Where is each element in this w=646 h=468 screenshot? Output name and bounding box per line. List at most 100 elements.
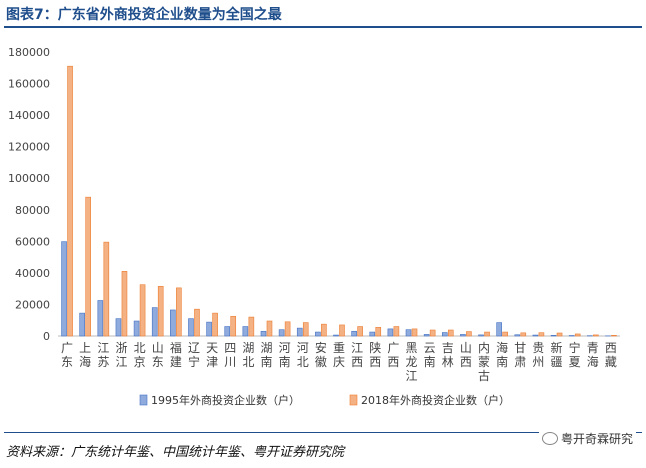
bar-1995 (170, 309, 176, 337)
x-tick-label: 内 (478, 341, 490, 355)
x-tick-label: 西 (369, 355, 381, 369)
bar-2018 (176, 287, 182, 337)
bar-2018 (466, 331, 472, 337)
legend-swatch (139, 394, 148, 406)
x-tick-label: 西 (351, 355, 363, 369)
x-tick-label: 山 (460, 341, 472, 355)
bar-2018 (502, 331, 508, 337)
bar-1995 (315, 331, 321, 337)
footer-divider (4, 432, 642, 433)
bar-1995 (224, 326, 231, 337)
bar-2018 (484, 331, 490, 337)
bar-2018 (284, 321, 291, 337)
bar-2018 (393, 326, 400, 337)
bar-2018 (375, 327, 382, 337)
bar-2018 (67, 65, 73, 337)
x-tick-label: 州 (532, 355, 544, 369)
bar-1995 (242, 326, 249, 337)
bar-1995 (97, 300, 104, 337)
x-tick-label: 安 (315, 340, 327, 355)
bar-2018 (121, 271, 128, 337)
x-tick-label: 西 (460, 355, 472, 369)
bar-chart: 0 20000 40000 60000 80000 100000 120000 140000 1… (8, 46, 620, 407)
x-tick-label: 福 (170, 340, 182, 355)
chart-title: 图表7：广东省外商投资企业数量为全国之最 (6, 7, 282, 23)
bar-1995 (532, 334, 539, 337)
x-tick-label: 天 (206, 341, 218, 355)
bar-2018 (411, 328, 418, 337)
legend-label: 1995年外商投资企业数（户） (151, 393, 300, 407)
bar-2018 (266, 320, 273, 337)
x-tick-label: 云 (424, 341, 436, 355)
y-tick-label: 100000 (8, 172, 50, 185)
x-tick-label: 宁 (188, 354, 200, 369)
bar-1995 (351, 330, 357, 337)
x-tick-label: 西 (605, 341, 617, 355)
bar-1995 (296, 327, 303, 337)
bar-2018 (574, 333, 581, 337)
x-tick-label: 海 (496, 340, 508, 355)
x-tick-label: 东 (152, 355, 164, 369)
bar-2018 (538, 332, 545, 337)
bar-1995 (79, 312, 85, 337)
x-tick-label: 龙 (406, 355, 418, 369)
bar-2018 (611, 335, 617, 337)
bar-1995 (133, 320, 140, 337)
x-tick-label: 南 (496, 354, 508, 369)
bar-2018 (248, 316, 255, 337)
x-tick-label: 藏 (605, 355, 617, 369)
x-tick-label: 北 (242, 355, 254, 369)
x-tick-label: 南 (424, 354, 436, 369)
x-tick-label: 黑 (406, 341, 418, 355)
source-note: 资料来源：广东统计年鉴、中国统计年鉴、粤开证券研究院 (6, 445, 345, 460)
y-tick-label: 180000 (8, 46, 50, 59)
bar-2018 (429, 329, 436, 337)
y-tick-label: 60000 (15, 235, 50, 248)
bar-1995 (278, 329, 285, 337)
x-tick-label: 陕 (369, 340, 381, 355)
x-tick-label: 北 (297, 355, 309, 369)
legend-swatch (349, 394, 358, 406)
x-tick-label: 宁 (569, 340, 581, 355)
bar-2018 (139, 284, 146, 337)
x-tick-label: 浙 (115, 341, 127, 355)
x-tick-label: 庆 (333, 355, 345, 369)
bar-2018 (302, 322, 309, 337)
bar-2018 (103, 241, 110, 337)
bar-2018 (593, 334, 599, 337)
legend-label: 2018年外商投资企业数（户） (361, 393, 510, 407)
x-tick-label: 江 (406, 369, 418, 383)
x-tick-label: 江 (97, 341, 109, 355)
y-tick-label: 120000 (8, 141, 50, 154)
bar-2018 (230, 315, 237, 337)
bar-2018 (520, 332, 527, 337)
title-divider (4, 26, 642, 28)
x-tick-label: 重 (333, 341, 345, 355)
brand-watermark: 粤开奇霖研究 (538, 430, 636, 447)
bar-1995 (514, 334, 521, 337)
x-tick-label: 江 (115, 355, 127, 369)
bar-1995 (496, 322, 502, 337)
x-tick-label: 苏 (97, 355, 109, 369)
x-tick-label: 北 (134, 341, 146, 355)
wechat-icon (541, 432, 558, 445)
bar-1995 (260, 330, 267, 337)
bar-1995 (460, 334, 466, 337)
bar-1995 (188, 318, 194, 337)
x-tick-label: 山 (152, 341, 164, 355)
x-tick-label: 河 (279, 341, 291, 355)
bar-2018 (357, 326, 363, 337)
bar-2018 (212, 312, 218, 337)
x-tick-label: 海 (79, 354, 91, 369)
bar-2018 (194, 308, 200, 337)
x-tick-label: 南 (279, 354, 291, 369)
x-tick-label: 京 (134, 355, 146, 369)
bar-1995 (441, 332, 448, 337)
bar-1995 (333, 334, 339, 337)
x-tick-label: 湖 (242, 340, 254, 355)
y-tick-label: 20000 (15, 298, 50, 311)
bar-1995 (550, 335, 557, 337)
bar-1995 (478, 334, 484, 337)
bar-2018 (339, 324, 345, 337)
y-tick-label: 80000 (15, 204, 50, 217)
